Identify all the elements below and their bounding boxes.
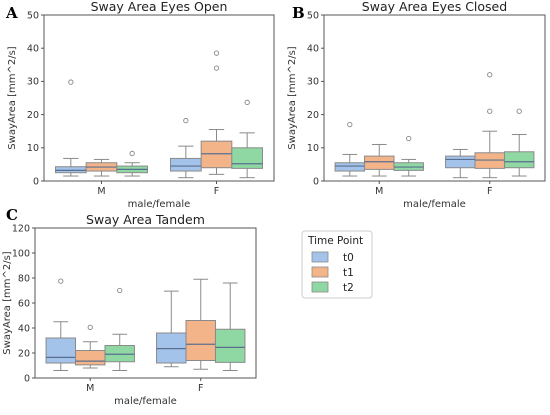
box-iqr	[55, 166, 87, 174]
y-tick-label: 40	[307, 44, 319, 55]
x-axis-label: male/female	[114, 396, 177, 407]
x-tick-label: M	[375, 186, 383, 197]
outlier-point	[406, 135, 412, 142]
box-iqr	[170, 157, 202, 172]
box-t1-f	[474, 72, 505, 179]
y-tick-label: 40	[18, 323, 30, 334]
y-tick-label: 50	[307, 10, 319, 21]
legend-title: Time Point	[307, 235, 363, 247]
box-iqr	[75, 350, 106, 366]
x-tick-label: F	[198, 383, 203, 394]
y-tick-label: 40	[27, 44, 39, 55]
outlier-point	[347, 121, 353, 128]
panel-letter: C	[6, 206, 18, 224]
y-tick-label: 30	[27, 77, 39, 88]
outlier-point	[58, 278, 64, 284]
box-iqr	[45, 337, 77, 364]
y-tick-label: 80	[18, 273, 30, 284]
legend-frame	[301, 230, 373, 299]
outlier-point	[183, 117, 189, 124]
box-iqr	[185, 320, 216, 361]
panel-letter: A	[5, 4, 18, 22]
x-axis-label: male/female	[128, 199, 191, 210]
box-t2-m	[393, 135, 424, 177]
x-tick-label: F	[487, 186, 492, 197]
outlier-point	[244, 99, 250, 105]
plot-frame	[323, 14, 546, 182]
legend-swatch-t0	[311, 251, 329, 263]
legend-label-t1: t1	[343, 267, 354, 279]
outlier-point	[487, 72, 493, 78]
y-tick-label: 20	[27, 110, 39, 121]
y-axis-label: SwayArea [mm^2/s]	[287, 46, 298, 149]
outlier-point	[87, 324, 93, 331]
chart-panel-c: C Sway Area Tandem 0 20 40 60 80 100 120 SwayArea…	[2, 206, 257, 407]
legend: Time Point t0 t1 t2	[301, 230, 373, 299]
box-iqr	[214, 328, 246, 363]
box-iqr	[231, 147, 263, 169]
box-iqr	[334, 162, 366, 172]
box-iqr	[200, 140, 233, 169]
chart-panel-b: B Sway Area Eyes Closed 0 10 20 30 40 50 SwayAre…	[287, 0, 546, 210]
box-iqr	[104, 345, 135, 363]
box-t2-m	[116, 150, 149, 177]
outlier-point	[68, 79, 74, 85]
box-iqr	[156, 332, 187, 364]
panel-letter: B	[292, 4, 305, 22]
y-tick-label: 10	[307, 143, 319, 154]
outlier-point	[213, 65, 220, 71]
box-t0-m	[55, 79, 87, 177]
y-tick-label: 50	[27, 10, 39, 21]
legend-label-t0: t0	[343, 252, 354, 264]
y-tick-label: 0	[33, 176, 39, 187]
box-t1-m	[364, 143, 395, 177]
legend-swatch-t2	[311, 281, 329, 293]
outlier-point	[129, 150, 135, 157]
y-tick-label: 10	[27, 143, 39, 154]
x-tick-label: M	[86, 383, 94, 394]
y-tick-label: 0	[313, 176, 319, 187]
x-axis-label: male/female	[403, 199, 466, 210]
box-t2-f	[231, 99, 263, 179]
y-tick-label: 120	[12, 223, 30, 234]
y-tick-label: 0	[24, 373, 30, 384]
box-iqr	[364, 155, 395, 170]
chart-title: Sway Area Tandem	[86, 212, 205, 227]
outlier-point	[516, 108, 522, 114]
legend-label-t2: t2	[343, 282, 354, 294]
chart-title: Sway Area Eyes Closed	[362, 0, 507, 14]
plot-frame	[43, 14, 275, 182]
y-tick-label: 20	[18, 348, 30, 359]
outlier-point	[117, 287, 123, 294]
chart-panel-a: A Sway Area Eyes Open 0 10 20 30 40 50 SwayArea …	[5, 0, 275, 210]
chart-title: Sway Area Eyes Open	[91, 0, 228, 14]
y-tick-label: 100	[12, 248, 30, 259]
box-iqr	[503, 151, 535, 169]
y-tick-label: 30	[307, 77, 319, 88]
box-t1-m	[75, 324, 106, 369]
x-tick-label: F	[214, 186, 219, 197]
y-tick-label: 20	[307, 110, 319, 121]
box-iqr	[445, 155, 476, 169]
box-t2-f	[214, 282, 246, 371]
y-axis-label: SwayArea [mm^2/s]	[7, 46, 18, 149]
y-axis-label: SwayArea [mm^2/s]	[2, 251, 13, 354]
box-t2-f	[503, 108, 535, 177]
box-t2-m	[104, 287, 135, 371]
legend-swatch-t1	[311, 266, 329, 278]
outlier-point	[487, 108, 493, 114]
outlier-point	[213, 50, 220, 56]
x-tick-label: M	[97, 186, 105, 197]
y-tick-label: 60	[18, 298, 30, 309]
